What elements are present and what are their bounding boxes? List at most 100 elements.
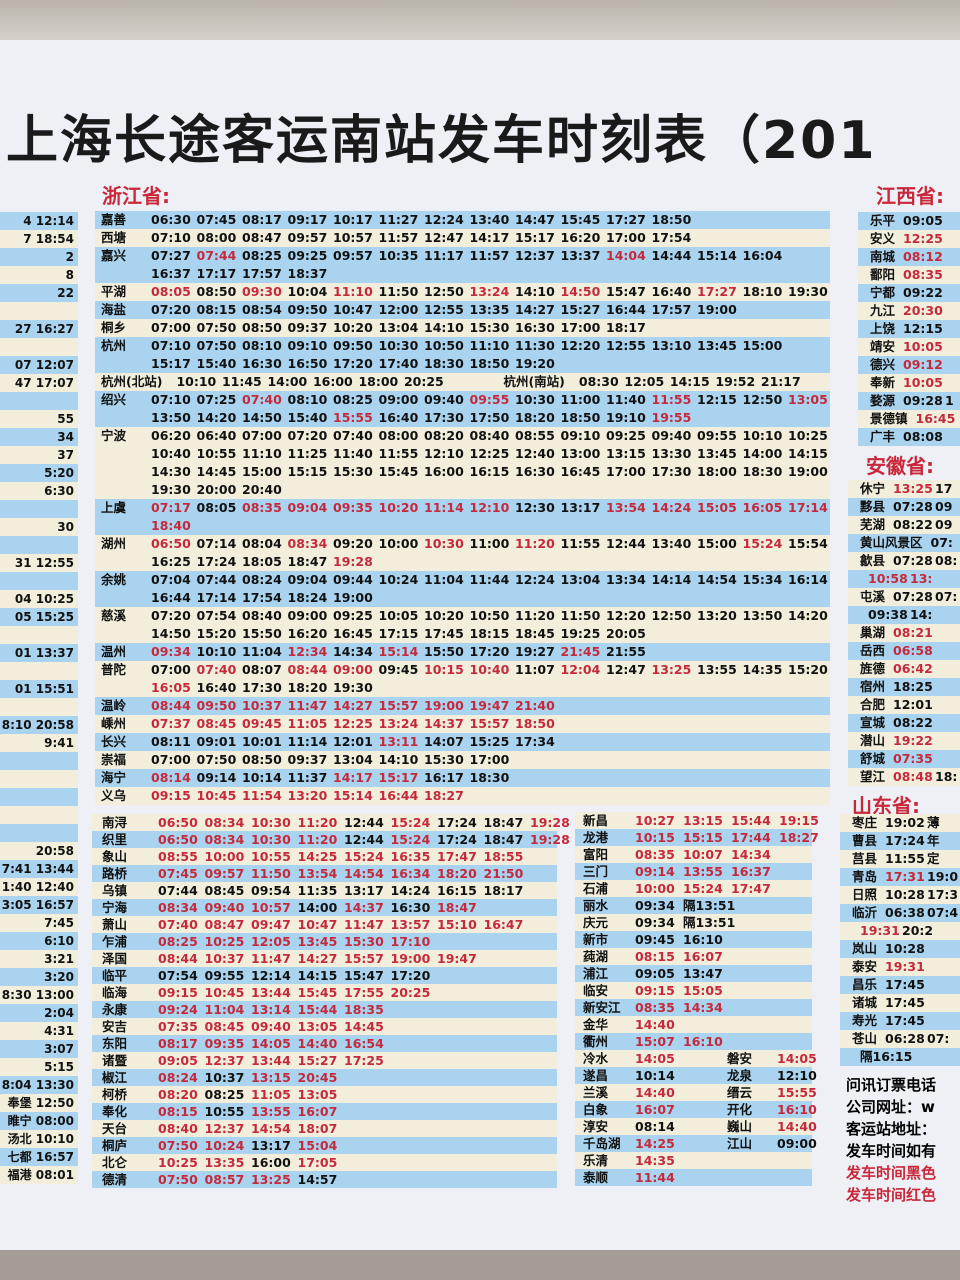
departure-time: 16:07 bbox=[635, 1102, 675, 1117]
departure-time: 17:17 bbox=[196, 266, 237, 281]
departure-time: 10:50 bbox=[469, 608, 510, 623]
departure-time: 09:17 bbox=[287, 212, 328, 227]
departure-time: 15:17 bbox=[515, 230, 555, 245]
departure-time: 17:24 bbox=[437, 832, 477, 847]
departure-time: 12:44 bbox=[344, 815, 384, 830]
station-name: 海宁 bbox=[101, 770, 127, 785]
departure-time: 13: bbox=[910, 571, 933, 586]
departure-time: 13:25 bbox=[893, 481, 933, 496]
departure-time: 12:44 bbox=[606, 536, 646, 551]
departure-time: 11:55 bbox=[885, 851, 925, 866]
departure-time: 16:30 bbox=[515, 320, 555, 335]
departure-time: 10:57 bbox=[333, 230, 373, 245]
station-name: 景德镇 bbox=[870, 411, 908, 426]
departure-time: 08:44 bbox=[287, 662, 328, 677]
departure-time: 17:40 bbox=[378, 356, 419, 371]
departure-time: 13:55 bbox=[251, 1104, 291, 1119]
departure-time: 15:24 bbox=[683, 881, 723, 896]
departure-time: 14:17 bbox=[333, 770, 373, 785]
station-name bbox=[95, 265, 151, 283]
departure-time: 15:27 bbox=[297, 1053, 338, 1068]
departure-time: 08:45 bbox=[196, 716, 237, 731]
station-name: 遂昌 bbox=[583, 1068, 609, 1083]
departure-time: 12:25 bbox=[903, 231, 943, 246]
station-name: 新安江 bbox=[583, 1000, 621, 1015]
table-row: 乌镇 07:44 08:45 09:54 11:35 13:17 14:24 16:15 18:… bbox=[92, 882, 557, 899]
departure-time: 13:04 bbox=[560, 572, 601, 587]
departure-time: 17:55 bbox=[344, 985, 384, 1000]
station-name: 宿州 bbox=[860, 679, 886, 694]
departure-time: 14:45 bbox=[196, 464, 237, 479]
departure-time: 19:20 bbox=[515, 356, 555, 371]
departure-time: 07:50 bbox=[196, 320, 237, 335]
station-name: 温岭 bbox=[101, 698, 127, 713]
departure-time: 12:10 bbox=[777, 1068, 817, 1083]
departure-time: 08:00 bbox=[378, 428, 419, 443]
table-row: 苍山 06:28 07: bbox=[840, 1030, 960, 1048]
departure-time: 19:55 bbox=[651, 410, 692, 425]
departure-time: 10:30 bbox=[378, 338, 419, 353]
departure-time: 15:40 bbox=[287, 410, 328, 425]
departure-time: 14:07 bbox=[424, 734, 464, 749]
table-row: 安义 12:25 bbox=[858, 230, 960, 248]
station-name: 合肥 bbox=[860, 697, 886, 712]
station-name: 旌德 bbox=[860, 661, 886, 676]
departure-time: 19:28 bbox=[530, 815, 570, 830]
departure-time: 16:45 bbox=[560, 464, 601, 479]
departure-time: 14:25 bbox=[635, 1136, 675, 1151]
departure-time: 09:14 bbox=[196, 770, 237, 785]
departure-time: 17:24 bbox=[196, 554, 237, 569]
departure-time: 11:04 bbox=[204, 1002, 245, 1017]
departure-time: 13:40 bbox=[651, 536, 692, 551]
departure-time: 09:40 bbox=[651, 428, 692, 443]
departure-time: 08:25 bbox=[333, 392, 373, 407]
departure-time: 14:04 bbox=[606, 248, 646, 263]
station-name: 杭州(南站) bbox=[503, 374, 565, 389]
station-name: 杭州(北站) bbox=[101, 374, 163, 389]
station-name: 丽水 bbox=[583, 898, 609, 913]
station-name: 湖州 bbox=[101, 536, 127, 551]
departure-time: 11:04 bbox=[424, 572, 464, 587]
departure-time: 19:47 bbox=[437, 951, 477, 966]
departure-time: 13:44 bbox=[251, 1053, 291, 1068]
departure-time: 13:17 bbox=[560, 500, 601, 515]
departure-time: 12:10 bbox=[424, 446, 464, 461]
departure-time: 08:24 bbox=[242, 572, 282, 587]
station-name: 乐平 bbox=[870, 213, 896, 228]
departure-time: 16:00 bbox=[424, 464, 464, 479]
departure-time: 19:31 bbox=[885, 959, 925, 974]
departure-time: 17:30 bbox=[242, 680, 282, 695]
departure-time: 17:14 bbox=[196, 590, 237, 605]
departure-time: 10:45 bbox=[196, 788, 237, 803]
departure-time: 11:00 bbox=[560, 392, 601, 407]
departure-time: 09:45 bbox=[242, 716, 282, 731]
departure-time: 11:57 bbox=[469, 248, 510, 263]
table-row bbox=[0, 392, 78, 410]
departure-time: 14:40 bbox=[777, 1119, 817, 1134]
station-name: 安义 bbox=[870, 231, 896, 246]
departure-time: 07:20 bbox=[287, 428, 328, 443]
departure-time: 09:54 bbox=[251, 883, 291, 898]
station-name: 龙泉 bbox=[727, 1068, 753, 1083]
table-row: 象山 08:55 10:00 10:55 14:25 15:24 16:35 17:47 18:… bbox=[92, 848, 557, 865]
station-name: 青岛 bbox=[852, 869, 878, 884]
departure-time: 17:45 bbox=[885, 995, 925, 1010]
table-row: 北仑 10:25 13:35 16:00 17:05 bbox=[92, 1154, 557, 1171]
station-name: 广丰 bbox=[870, 429, 896, 444]
table-row: 衢州 15:07 16:10 bbox=[575, 1033, 812, 1050]
station-name: 宁海 bbox=[102, 900, 128, 915]
departure-time: 08:44 bbox=[151, 698, 191, 713]
province-jiangxi: 江西省: bbox=[876, 184, 944, 208]
table-row: 3:07 bbox=[0, 1040, 78, 1058]
departure-time: 20:45 bbox=[297, 1070, 338, 1085]
departure-time: 14:45 bbox=[344, 1019, 384, 1034]
departure-time: 10:30 bbox=[424, 536, 464, 551]
departure-time: 11:25 bbox=[287, 446, 328, 461]
departure-time: 13:15 bbox=[606, 446, 646, 461]
departure-time: 14:27 bbox=[515, 302, 555, 317]
departure-time: 08:10 bbox=[287, 392, 328, 407]
departure-time: 19:30 bbox=[151, 482, 191, 497]
table-row: 福港 08:01 bbox=[0, 1166, 78, 1184]
departure-time: 11:47 bbox=[251, 951, 291, 966]
table-row bbox=[0, 698, 78, 716]
